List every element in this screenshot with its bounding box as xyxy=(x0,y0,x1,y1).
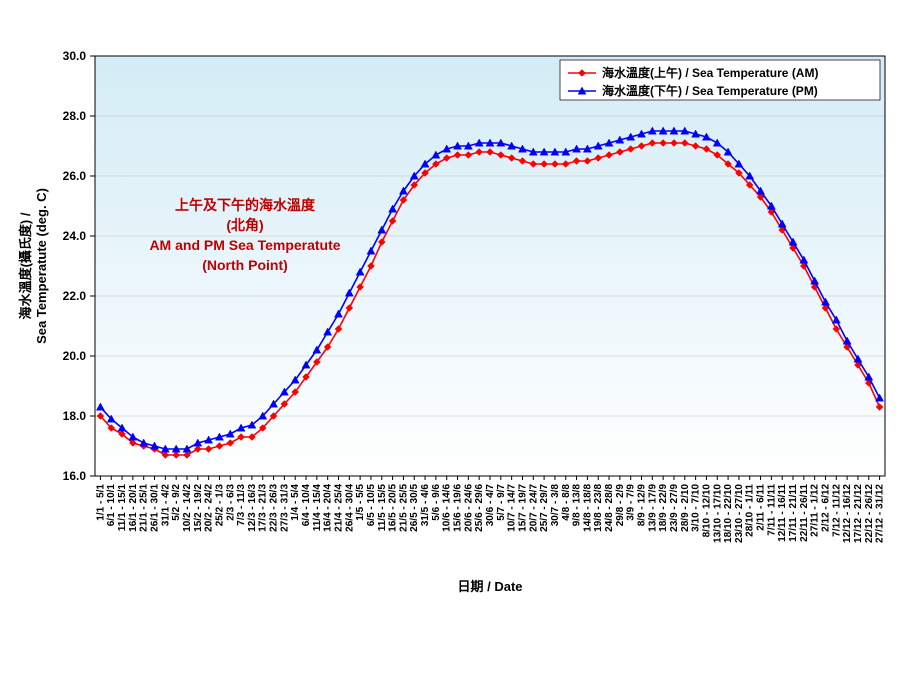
x-tick-label: 16/4 - 20/4 xyxy=(323,484,334,532)
x-tick-label: 24/8 - 28/8 xyxy=(604,484,615,532)
x-tick-label: 8/10 - 12/10 xyxy=(701,484,712,538)
x-tick-label: 10/7 - 14/7 xyxy=(507,484,518,532)
x-tick-label: 5/7 - 9/7 xyxy=(496,484,507,521)
y-tick-label: 24.0 xyxy=(63,229,87,243)
x-tick-label: 17/12 - 21/12 xyxy=(853,484,864,543)
y-tick-label: 28.0 xyxy=(63,109,87,123)
x-tick-label: 18/10 - 22/10 xyxy=(723,484,734,543)
x-tick-label: 23/9 - 27/9 xyxy=(669,484,680,532)
x-tick-label: 20/2 - 24/2 xyxy=(204,484,215,532)
x-tick-label: 4/8 - 8/8 xyxy=(561,484,572,521)
x-tick-label: 28/9 - 2/10 xyxy=(680,484,691,532)
y-tick-label: 30.0 xyxy=(63,49,87,63)
x-tick-label: 13/9 - 17/9 xyxy=(647,484,658,532)
x-tick-label: 31/1 - 4/2 xyxy=(160,484,171,527)
x-tick-label: 23/10 - 27/10 xyxy=(734,484,745,543)
x-tick-label: 3/10 - 7/10 xyxy=(691,484,702,532)
x-tick-label: 18/9 - 22/9 xyxy=(658,484,669,532)
x-tick-label: 20/6 - 24/6 xyxy=(463,484,474,532)
x-tick-label: 27/3 - 31/3 xyxy=(279,484,290,532)
x-tick-label: 1/5 - 5/5 xyxy=(355,484,366,521)
x-tick-label: 22/3 - 26/3 xyxy=(269,484,280,532)
x-tick-label: 22/12 - 26/12 xyxy=(864,484,875,543)
x-tick-label: 11/4 - 15/4 xyxy=(312,484,323,532)
y-tick-label: 16.0 xyxy=(63,469,87,483)
x-tick-label: 12/12 - 16/12 xyxy=(842,484,853,543)
x-tick-label: 25/6 - 29/6 xyxy=(474,484,485,532)
x-tick-label: 12/3 - 16/3 xyxy=(247,484,258,532)
x-tick-label: 15/6 - 19/6 xyxy=(453,484,464,532)
y-tick-label: 22.0 xyxy=(63,289,87,303)
x-tick-label: 11/1 - 15/1 xyxy=(117,484,128,532)
y-axis-title-cn: 海水溫度(攝氏度) / xyxy=(18,212,33,319)
x-tick-label: 10/2 - 14/2 xyxy=(182,484,193,532)
x-tick-label: 27/11 - 1/12 xyxy=(810,484,821,537)
x-tick-label: 20/7 - 24/7 xyxy=(528,484,539,532)
y-tick-label: 20.0 xyxy=(63,349,87,363)
x-axis-title: 日期 / Date xyxy=(457,579,522,594)
x-tick-label: 2/3 - 6/3 xyxy=(225,484,236,521)
x-tick-label: 27/12 - 31/12 xyxy=(875,484,886,543)
x-tick-label: 2/12 - 6/12 xyxy=(820,484,831,532)
x-tick-label: 6/1 - 10/1 xyxy=(106,484,117,527)
x-tick-label: 26/4 - 30/4 xyxy=(344,484,355,532)
x-tick-label: 3/9 - 7/9 xyxy=(626,484,637,521)
x-tick-label: 15/7 - 19/7 xyxy=(517,484,528,532)
x-tick-label: 29/8 - 2/9 xyxy=(615,484,626,527)
y-axis-title-en: Sea Temperatute (deg. C) xyxy=(34,188,49,344)
x-tick-label: 7/12 - 11/12 xyxy=(831,484,842,537)
chart-annotation-line: (北角) xyxy=(226,217,263,233)
sea-temperature-chart: 16.0 18.0 20.0 22.0 24.0 26.0 28.0 30.0 1/1 - 5/… xyxy=(0,0,912,684)
x-tick-label: 5/2 - 9/2 xyxy=(171,484,182,521)
x-tick-label: 13/10 - 17/10 xyxy=(712,484,723,543)
legend-label: 海水溫度(上午) / Sea Temperature (AM) xyxy=(602,65,818,80)
x-tick-label: 9/8 - 13/8 xyxy=(572,484,583,527)
x-tick-label: 7/11 - 11/11 xyxy=(766,484,777,536)
x-tick-label: 26/1 - 30/1 xyxy=(150,484,161,532)
x-tick-label: 16/5 - 20/5 xyxy=(388,484,399,532)
x-tick-label: 11/5 - 15/5 xyxy=(377,484,388,532)
x-tick-label: 30/7 - 3/8 xyxy=(550,484,561,527)
x-tick-label: 8/9 - 12/9 xyxy=(637,484,648,527)
x-tick-label: 17/3 - 21/3 xyxy=(258,484,269,532)
x-tick-label: 1/4 - 5/4 xyxy=(290,484,301,521)
x-tick-label: 10/6 - 14/6 xyxy=(442,484,453,532)
x-tick-label: 30/6 - 4/7 xyxy=(485,484,496,527)
y-tick-label: 26.0 xyxy=(63,169,87,183)
chart-annotation-line: 上午及下午的海水溫度 xyxy=(175,197,316,213)
x-tick-label: 2/11 - 6/11 xyxy=(756,484,767,531)
x-tick-label: 25/2 - 1/3 xyxy=(214,484,225,527)
x-tick-label: 12/11 - 16/11 xyxy=(777,484,788,542)
x-tick-label: 22/11 - 26/11 xyxy=(799,484,810,542)
legend-label: 海水溫度(下午) / Sea Temperature (PM) xyxy=(602,83,818,98)
x-tick-label: 17/11 - 21/11 xyxy=(788,484,799,542)
x-tick-label: 19/8 - 23/8 xyxy=(593,484,604,532)
x-tick-label: 6/5 - 10/5 xyxy=(366,484,377,527)
x-tick-label: 25/7 - 29/7 xyxy=(539,484,550,532)
x-tick-label: 28/10 - 1/11 xyxy=(745,484,756,537)
x-tick-label: 21/1 - 25/1 xyxy=(139,484,150,532)
x-tick-label: 15/2 - 19/2 xyxy=(193,484,204,532)
y-tick-label: 18.0 xyxy=(63,409,87,423)
chart-container: 16.0 18.0 20.0 22.0 24.0 26.0 28.0 30.0 1/1 - 5/… xyxy=(0,0,912,684)
x-tick-label: 26/5 - 30/5 xyxy=(409,484,420,532)
x-tick-label: 5/6 - 9/6 xyxy=(431,484,442,521)
x-tick-label: 14/8 - 18/8 xyxy=(582,484,593,532)
x-tick-label: 16/1 - 20/1 xyxy=(128,484,139,532)
chart-annotation-line: AM and PM Sea Temperatute xyxy=(149,237,340,253)
chart-annotation-line: (North Point) xyxy=(202,257,288,273)
x-tick-label: 6/4 - 10/4 xyxy=(301,484,312,527)
x-tick-label: 31/5 - 4/6 xyxy=(420,484,431,527)
x-tick-label: 7/3 - 11/3 xyxy=(236,484,247,526)
x-tick-label: 21/5 - 25/5 xyxy=(398,484,409,532)
x-tick-label: 1/1 - 5/1 xyxy=(95,484,106,521)
x-tick-label: 21/4 - 25/4 xyxy=(333,484,344,532)
